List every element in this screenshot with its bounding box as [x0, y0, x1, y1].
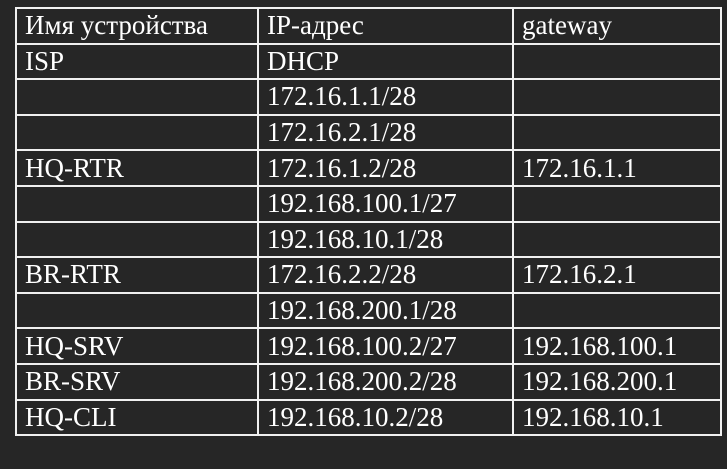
gateway-cell: 192.168.10.1 [512, 398, 722, 437]
device-name-cell: ISP [15, 42, 259, 81]
table-row: 192.168.100.1/27 [15, 184, 722, 223]
ip-address-cell: 172.16.1.1/28 [257, 78, 514, 116]
device-name-cell: HQ-RTR [15, 149, 259, 187]
ip-address-cell: 192.168.100.2/27 [257, 327, 514, 365]
device-name-cell: HQ-CLI [15, 398, 259, 437]
header-row: Имя устройства IP-адрес gateway [15, 7, 722, 45]
ip-address-cell: 172.16.2.1/28 [257, 113, 514, 152]
ip-address-cell: DHCP [257, 42, 514, 81]
device-name-cell: HQ-SRV [15, 327, 259, 365]
gateway-cell: 192.168.100.1 [512, 327, 722, 365]
gateway-cell [512, 42, 722, 81]
table-row: 192.168.200.1/28 [15, 291, 722, 330]
device-name-cell [15, 184, 259, 223]
device-name-cell [15, 78, 259, 116]
table-row: 172.16.1.1/28 [15, 78, 722, 116]
gateway-cell [512, 220, 722, 259]
table-row: BR-RTR 172.16.2.2/28 172.16.2.1 [15, 256, 722, 294]
table-row: HQ-CLI 192.168.10.2/28 192.168.10.1 [15, 398, 722, 437]
table-row: ISP DHCP [15, 42, 722, 81]
table-row: HQ-SRV 192.168.100.2/27 192.168.100.1 [15, 327, 722, 365]
ip-address-cell: 192.168.10.2/28 [257, 398, 514, 437]
header-ip-address: IP-адрес [257, 7, 514, 45]
header-gateway: gateway [512, 7, 722, 45]
ip-address-cell: 172.16.1.2/28 [257, 149, 514, 187]
ip-address-cell: 192.168.200.1/28 [257, 291, 514, 330]
table-row: 192.168.10.1/28 [15, 220, 722, 259]
table-row: HQ-RTR 172.16.1.2/28 172.16.1.1 [15, 149, 722, 187]
ip-address-cell: 192.168.100.1/27 [257, 184, 514, 223]
header-device-name: Имя устройства [15, 7, 259, 45]
gateway-cell: 172.16.2.1 [512, 256, 722, 294]
device-name-cell [15, 113, 259, 152]
device-name-cell [15, 220, 259, 259]
gateway-cell [512, 291, 722, 330]
ip-address-cell: 192.168.10.1/28 [257, 220, 514, 259]
device-name-cell: BR-RTR [15, 256, 259, 294]
ip-address-cell: 192.168.200.2/28 [257, 362, 514, 401]
table-row: BR-SRV 192.168.200.2/28 192.168.200.1 [15, 362, 722, 401]
ip-address-cell: 172.16.2.2/28 [257, 256, 514, 294]
gateway-cell: 192.168.200.1 [512, 362, 722, 401]
gateway-cell [512, 184, 722, 223]
gateway-cell [512, 78, 722, 116]
table-row: 172.16.2.1/28 [15, 113, 722, 152]
device-name-cell: BR-SRV [15, 362, 259, 401]
ip-address-table: Имя устройства IP-адрес gateway ISP DHCP 1… [15, 7, 722, 437]
gateway-cell [512, 113, 722, 152]
device-name-cell [15, 291, 259, 330]
gateway-cell: 172.16.1.1 [512, 149, 722, 187]
